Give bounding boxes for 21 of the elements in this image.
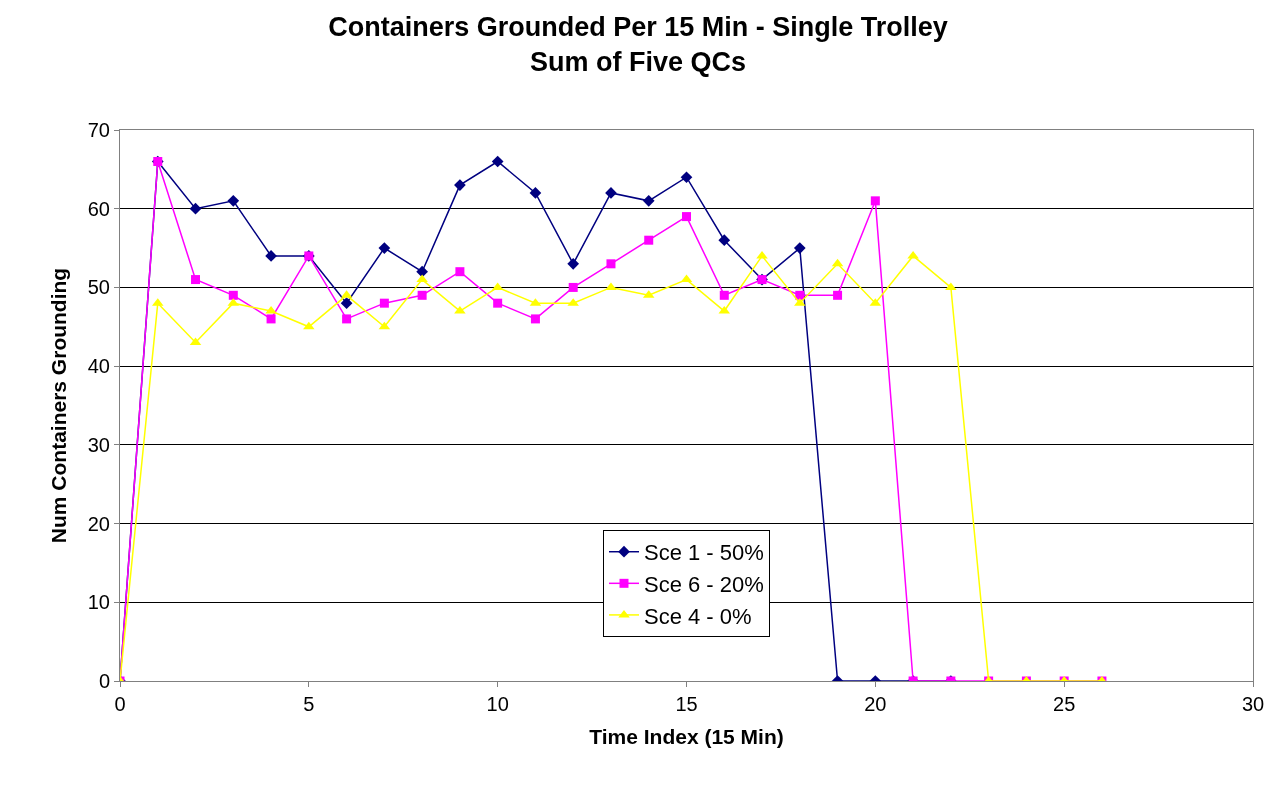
y-tick-label: 20	[87, 512, 110, 535]
y-tick-label: 30	[87, 433, 110, 456]
x-tick-label: 25	[1053, 693, 1076, 715]
y-tick-label: 0	[98, 670, 110, 692]
x-tick-label: 10	[486, 693, 509, 715]
x-tick-label: 20	[864, 693, 887, 715]
y-tick-label: 50	[87, 276, 110, 299]
y-tick-label: 70	[87, 119, 110, 141]
legend-label: Sce 4 - 0%	[644, 603, 752, 629]
x-tick-label: 5	[303, 693, 315, 715]
y-axis-title: Num Containers Grounding	[46, 267, 70, 544]
x-tick-label: 0	[114, 693, 126, 715]
x-tick-label: 30	[1241, 693, 1265, 715]
y-tick-label: 60	[87, 197, 110, 220]
legend-label: Sce 1 - 50%	[644, 540, 764, 566]
y-tick-label: 40	[87, 355, 110, 378]
legend-label: Sce 6 - 20%	[644, 571, 764, 597]
x-axis-title: Time Index (15 Min)	[589, 725, 784, 749]
x-tick-label: 15	[675, 693, 698, 715]
chart-title: Containers Grounded Per 15 Min - Single Trolley Sum of Five QCs	[328, 12, 948, 78]
y-tick-label: 10	[87, 591, 110, 614]
